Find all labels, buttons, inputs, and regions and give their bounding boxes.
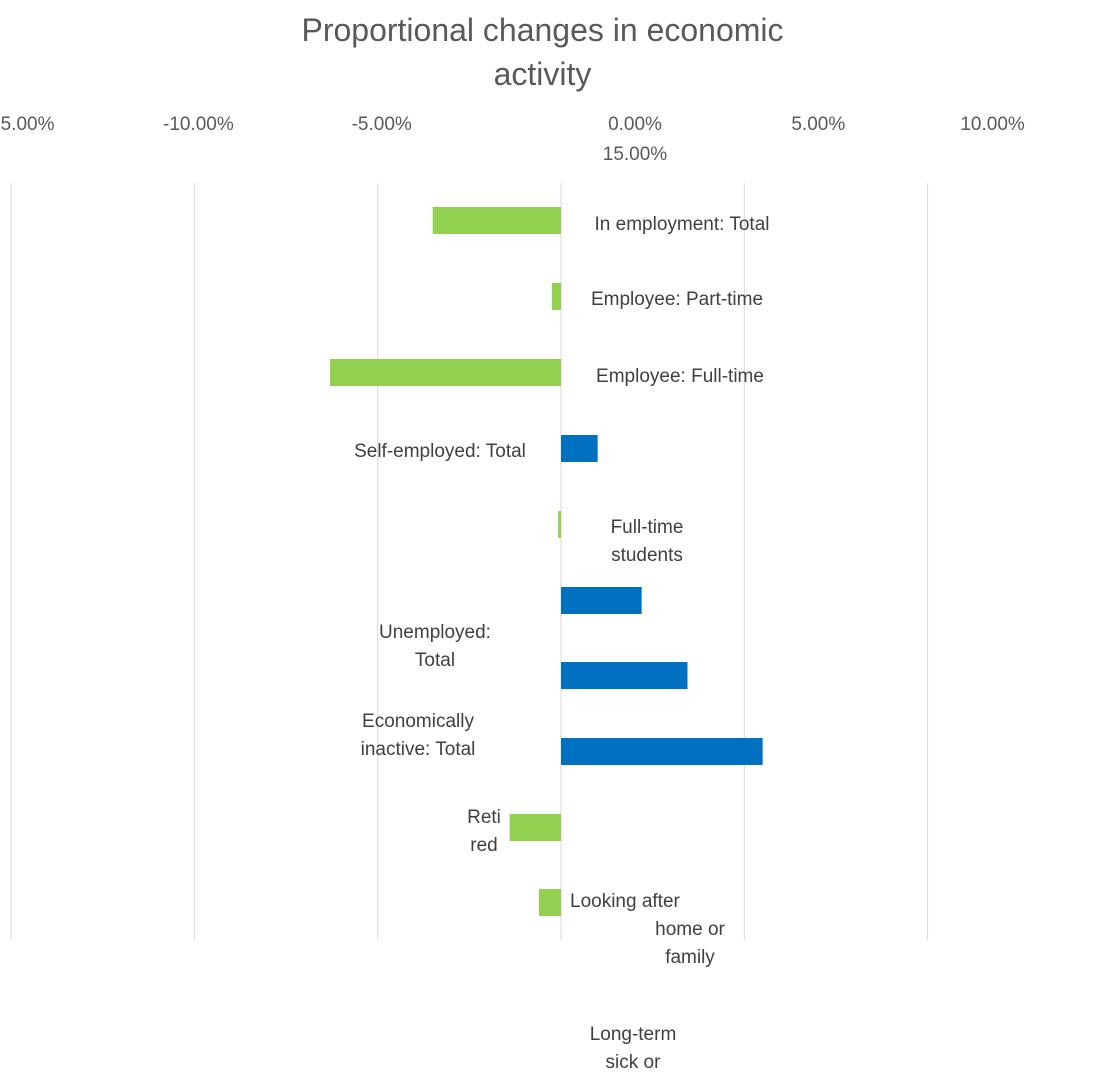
bar (561, 587, 642, 614)
category-label: Total (415, 650, 455, 671)
category-label: Self-employed: Total (354, 441, 526, 462)
category-label: red (470, 835, 497, 856)
bar (509, 814, 561, 841)
category-label: students (611, 545, 683, 566)
x-tick-label: 15.00% (603, 144, 668, 165)
x-tick-label: 5.00% (791, 114, 845, 135)
bar (330, 359, 561, 386)
category-label: Full-time (611, 517, 684, 538)
category-label: Looking after (570, 891, 681, 912)
bar (539, 889, 561, 916)
category-label: home or (655, 919, 725, 940)
bar (432, 207, 561, 234)
bar (561, 435, 598, 462)
x-tick-label: -5.00% (352, 114, 412, 135)
category-label: Long-term (590, 1024, 677, 1045)
x-tick-label: 10.00% (960, 114, 1025, 135)
category-label: Reti (467, 807, 501, 828)
x-tick-label: -10.00% (163, 114, 234, 135)
category-label: Economically (362, 711, 474, 732)
x-tick-label: 0.00% (608, 114, 662, 135)
category-label: Employee: Part-time (591, 289, 763, 310)
bar (551, 283, 561, 310)
category-label: In employment: Total (595, 214, 770, 235)
category-label: Unemployed: (379, 622, 491, 643)
category-label: Employee: Full-time (596, 366, 764, 387)
chart-title: Proportional changes in economic activit… (0, 8, 1085, 96)
chart-title-line-2: activity (493, 56, 592, 92)
category-label: sick or (606, 1052, 662, 1073)
category-label: family (665, 947, 715, 968)
bar (561, 662, 688, 689)
bar (561, 738, 763, 765)
x-tick-label: -15.00% (0, 114, 55, 135)
category-label: inactive: Total (361, 739, 476, 760)
chart-title-line-1: Proportional changes in economic (301, 12, 784, 48)
bar (558, 511, 561, 538)
